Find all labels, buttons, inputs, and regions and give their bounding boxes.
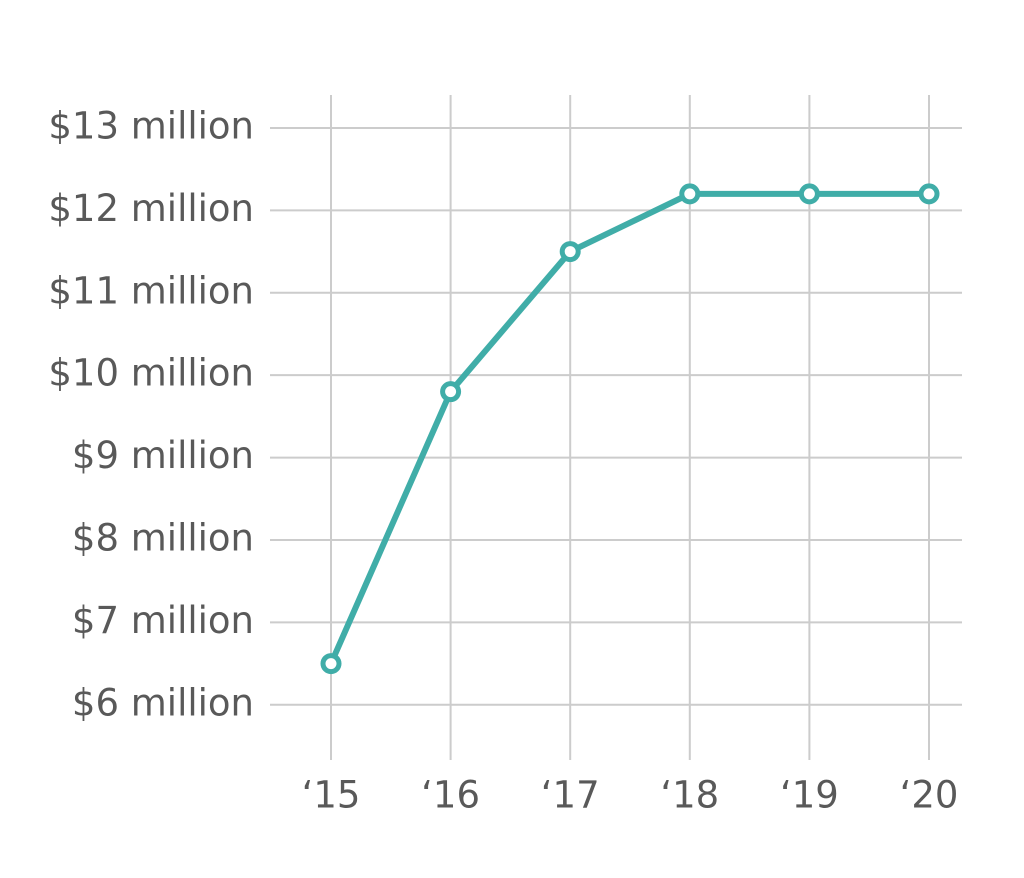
- y-tick-label: $8 million: [72, 516, 254, 559]
- y-tick-label: $12 million: [48, 187, 254, 230]
- x-tick-label: ‘18: [660, 774, 719, 817]
- y-tick-label: $13 million: [48, 104, 254, 147]
- x-tick-label: ‘19: [780, 774, 839, 817]
- point: [440, 381, 462, 403]
- x-tick-label: ‘17: [541, 774, 600, 817]
- point: [559, 241, 581, 263]
- x-tick-label: ‘20: [900, 774, 959, 817]
- point: [798, 183, 820, 205]
- line: [328, 190, 929, 665]
- y-tick-label: $9 million: [72, 434, 254, 477]
- point: [918, 183, 940, 205]
- y-tick-label: $10 million: [48, 352, 254, 395]
- y-tick-label: $11 million: [48, 269, 254, 312]
- point: [679, 183, 701, 205]
- y-tick-label: $7 million: [72, 599, 254, 642]
- y-tick-label: $6 million: [72, 681, 254, 724]
- x-tick-label: ‘15: [302, 774, 361, 817]
- point: [320, 653, 342, 675]
- x-tick-label: ‘16: [421, 774, 480, 817]
